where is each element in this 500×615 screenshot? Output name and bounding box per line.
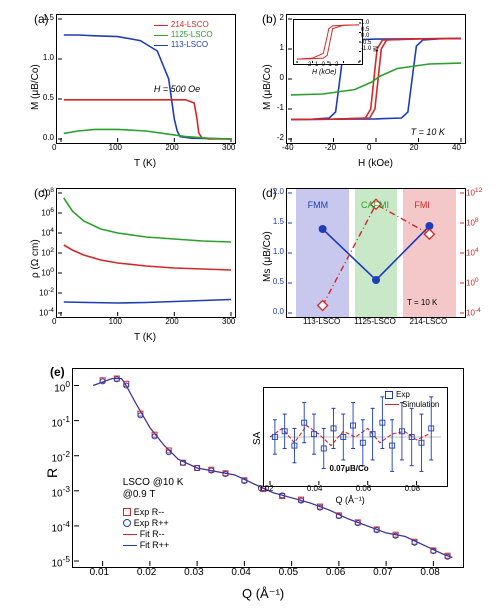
panel-c <box>56 188 236 318</box>
panel-e-inset-note: 0.07μB/Co <box>330 464 369 473</box>
band-label-CAFMI: CAFMI <box>361 200 389 210</box>
panel-e-legend: Exp R--Exp R++Fit R--Fit R++ <box>123 507 170 552</box>
figure: (a) M (μB/Co) T (K) (b) M (μB/Co) H (kOe… <box>0 0 500 615</box>
panel-d-note: T = 10 K <box>407 298 437 307</box>
band-label-FMI: FMI <box>414 200 430 210</box>
panel-a-ylabel: M (μB/Co) <box>30 64 41 110</box>
panel-e-inset-legend: ExpSimulation <box>385 390 439 410</box>
panel-e-xlabel: Q (Å⁻¹) <box>242 586 284 602</box>
panel-b <box>286 14 466 144</box>
band-label-FMM: FMM <box>308 200 329 210</box>
panel-c-xlabel: T (K) <box>134 332 156 343</box>
panel-a-xlabel: T (K) <box>134 158 156 169</box>
panel-b-note: T = 10 K <box>411 127 445 137</box>
panel-e-ylabel: R <box>44 468 60 478</box>
panel-e-note: LSCO @10 K@0.9 T <box>123 477 184 501</box>
panel-d-ylabel: Ms (μB/Co) <box>262 231 273 282</box>
panel-b-inset <box>293 19 363 65</box>
panel-a-legend: 214-LSCO1125-LSCO113-LSCO <box>154 20 213 50</box>
panel-b-xlabel: H (kOe) <box>358 158 393 169</box>
panel-e-inset-xlabel: Q (Å⁻¹) <box>336 495 365 506</box>
panel-e-inset-ylabel: SA <box>252 432 263 445</box>
panel-a-note: H = 500 Oe <box>154 84 200 94</box>
panel-e-label: (e) <box>50 365 65 379</box>
